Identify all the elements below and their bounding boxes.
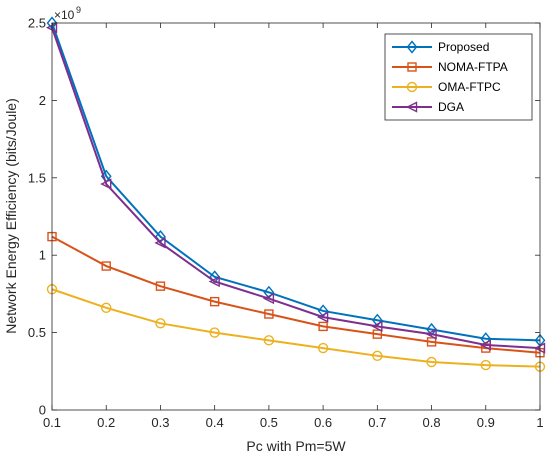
point-dga-5 [317,311,329,323]
x-axis-label: Pc with Pm=5W [246,438,346,454]
x-tick-label: 1 [536,415,543,430]
series-lines [45,16,546,372]
legend-item-oma-ftpc: OMA-FTPC [392,80,501,94]
point-oma-ftpc-5 [317,342,329,354]
point-dga-8 [479,339,491,351]
y-axis-multiplier-base: ×10 [54,8,75,22]
point-noma-ftpa-5 [318,321,328,332]
point-oma-ftpc-7 [426,356,437,368]
y-tick-label: 2 [39,93,46,108]
x-tick-label: 0.3 [151,415,169,430]
plot-frame [51,22,541,411]
point-noma-ftpa-6 [372,329,383,339]
axis-ticks: 0.1 0.2 0.3 0.4 0.5 0.6 0.7 0.8 0.9 1 0 0.5 1 1.5 2 2.5 [28,16,544,431]
y-tick-label: 2.5 [28,16,46,31]
x-tick-label: 0.4 [206,415,224,430]
point-noma-ftpa-4 [264,309,274,319]
x-tick-label: 0.2 [97,415,115,430]
line-noma-ftpa [51,235,541,354]
legend-label: Proposed [438,40,489,54]
x-tick-label: 0.5 [260,415,278,430]
legend-label: OMA-FTPC [438,80,501,94]
legend-item-noma-ftpa: NOMA-FTPA [392,60,508,74]
y-axis-label: Network Energy Efficiency (bits/Joule) [3,98,19,334]
point-noma-ftpa-2 [155,281,166,291]
legend-label: NOMA-FTPA [438,60,508,74]
point-oma-ftpc-2 [155,318,166,329]
point-noma-ftpa-1 [101,261,111,271]
y-axis-multiplier-exponent: 9 [76,5,81,15]
point-noma-ftpa-7 [426,337,437,347]
y-tick-label: 1 [39,248,46,263]
line-dga [51,27,541,350]
y-tick-label: 0 [39,403,46,418]
series-dga [45,22,546,354]
legend-items: Proposed NOMA-FTPA OMA-FTPC DGA [392,40,508,114]
legend-marker [406,40,418,54]
point-oma-ftpc-3 [209,327,220,338]
point-dga-4 [262,292,275,305]
point-oma-ftpc-6 [372,350,383,362]
x-tick-label: 0.7 [368,415,386,430]
point-dga-1 [100,178,112,190]
point-dga-2 [154,237,166,249]
line-oma-ftpc [51,288,541,368]
legend-label: DGA [438,100,464,114]
point-oma-ftpc-4 [263,335,275,346]
x-tick-label: 0.8 [423,415,441,430]
y-tick-label: 1.5 [28,170,46,185]
legend-marker [406,81,418,93]
legend-marker [407,62,417,72]
y-tick-label: 0.5 [28,325,46,340]
axes-frame [51,22,541,411]
point-oma-ftpc-8 [480,359,491,371]
legend-marker [405,101,418,113]
legend-item-proposed: Proposed [392,40,489,54]
legend-item-dga: DGA [392,100,464,114]
line-proposed [51,22,541,342]
point-noma-ftpa-3 [209,296,220,307]
x-tick-label: 0.1 [43,415,61,430]
x-tick-label: 0.6 [314,415,332,430]
point-dga-7 [425,328,437,340]
legend: Proposed NOMA-FTPA OMA-FTPC DGA [384,33,533,121]
point-oma-ftpc-1 [101,302,112,314]
point-dga-6 [371,320,383,333]
point-dga-3 [208,275,220,288]
x-tick-label: 0.9 [477,415,495,430]
